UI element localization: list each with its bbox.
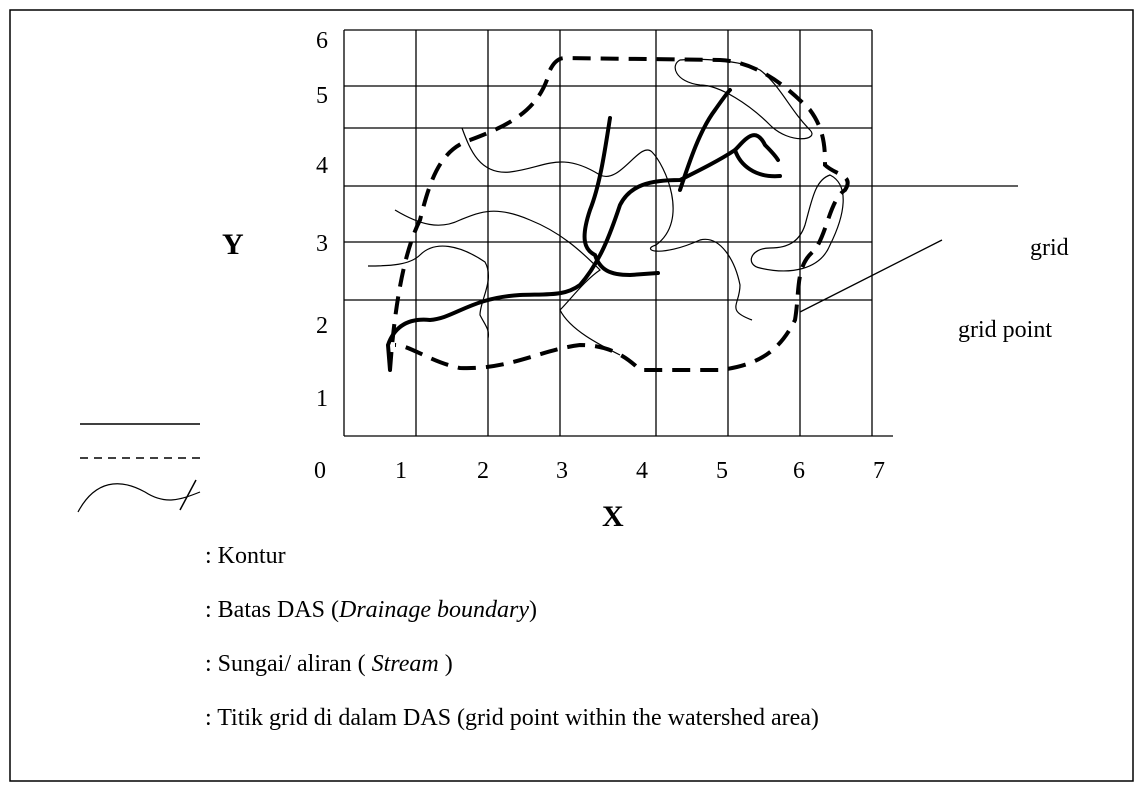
- x-tick-label: 1: [395, 458, 407, 484]
- y-tick-label: 3: [316, 231, 328, 257]
- y-tick-label: 4: [316, 153, 328, 179]
- legend-text: Drainage boundary: [338, 597, 529, 623]
- legend-symbols: [77, 423, 201, 513]
- x-tick-label: 7: [873, 458, 885, 484]
- legend-entry: : Sungai/ aliran ( Stream ): [205, 651, 453, 677]
- y-tick-label: 2: [316, 313, 328, 339]
- x-tick-label: 6: [793, 458, 805, 484]
- legend-text: Stream: [372, 651, 439, 677]
- y-axis-label: Y: [222, 228, 244, 261]
- grid: [343, 29, 1018, 437]
- legend: : Kontur : Batas DAS (Drainage boundary):…: [205, 543, 819, 731]
- legend-text: : Kontur: [205, 543, 286, 569]
- frame: [9, 9, 1134, 782]
- legend-entry: : Kontur: [205, 543, 286, 569]
- legend-text: : Titik grid di dalam DAS (grid point wi…: [205, 705, 819, 731]
- y-tick-label: 5: [316, 83, 328, 109]
- x-tick-label: 2: [477, 458, 489, 484]
- drainage-boundary: [388, 55, 850, 372]
- legend-entry: : Batas DAS (Drainage boundary): [205, 597, 537, 623]
- streams: [385, 88, 782, 372]
- grid-label: grid: [1030, 235, 1069, 261]
- legend-text: : Sungai/ aliran (: [205, 651, 372, 677]
- legend-entry: : Titik grid di dalam DAS (grid point wi…: [205, 705, 819, 731]
- legend-text: : Batas DAS (: [205, 597, 339, 623]
- legend-text: ): [529, 597, 537, 623]
- x-tick-label: 3: [556, 458, 568, 484]
- grid-point-label: grid point: [958, 317, 1052, 343]
- x-tick-label: 4: [636, 458, 648, 484]
- tick-labels: 0 1 2 3 4 5 6 7 1 2 3 4 5 6: [314, 28, 885, 484]
- contours: [367, 58, 844, 356]
- x-tick-label: 5: [716, 458, 728, 484]
- x-axis-label: X: [602, 500, 624, 533]
- y-tick-label: 1: [316, 386, 328, 412]
- y-tick-label: 6: [316, 28, 328, 54]
- x-tick-label: 0: [314, 458, 326, 484]
- pointers: [799, 239, 943, 313]
- legend-text: ): [439, 651, 453, 677]
